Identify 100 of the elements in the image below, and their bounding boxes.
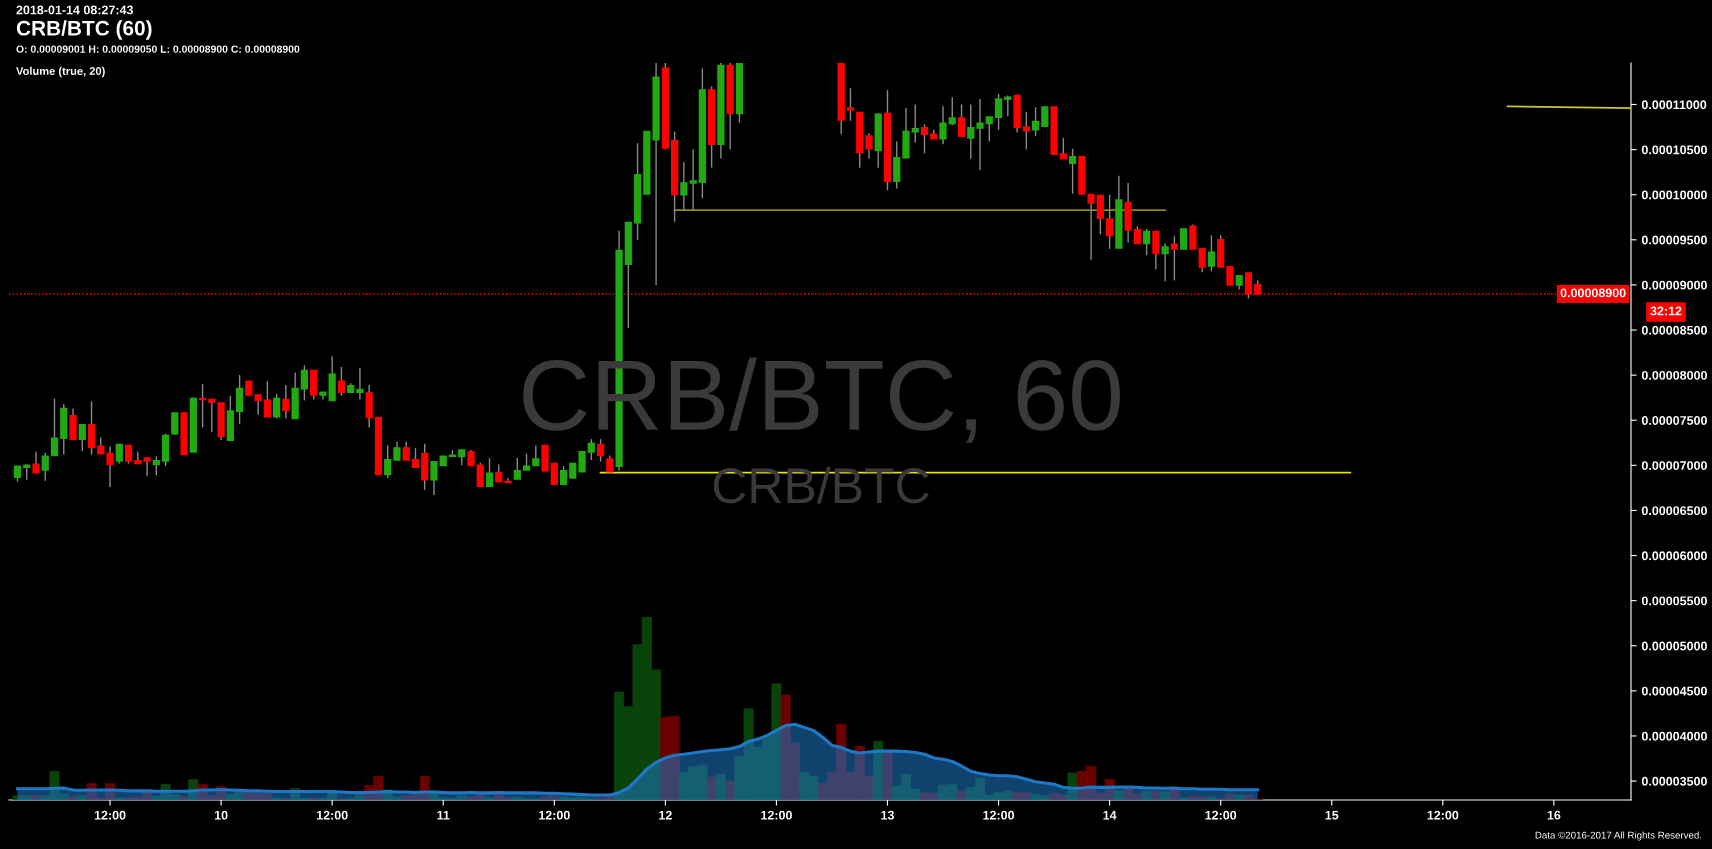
y-tick-label: 0.00005000 [1641,641,1707,651]
candlestick [41,452,49,482]
annotation: Volume (true, 20) [16,66,105,78]
candlestick [689,148,697,212]
text: Data ©2016-2017 All Rights Reserved. [1535,831,1702,841]
candlestick [152,455,160,476]
candlestick [1189,223,1197,250]
candlestick [504,477,512,484]
candlestick [254,394,262,416]
y-tick-label: 0.00006500 [1641,506,1707,516]
candlestick [50,397,59,457]
x-tick-label: 12:00 [761,810,792,820]
candlestick [985,116,993,143]
candlestick [171,412,179,436]
candlestick [87,400,96,456]
candlestick [393,441,401,461]
candlestick [32,451,40,474]
bar [67,796,79,800]
text: 32:12 [1650,306,1682,316]
y-tick-label: 0.00006000 [1641,551,1707,561]
bar [1160,791,1171,800]
candlestick [208,398,216,433]
candlestick [957,103,966,137]
candlestick [1031,106,1040,137]
candlestick [920,123,929,154]
candlestick [263,380,271,418]
bar [1234,794,1245,800]
candlestick [1143,228,1151,256]
y-tick-label: 0.00009000 [1641,280,1707,290]
y-tick-label: 0.00004000 [1641,731,1707,741]
candlestick [1022,111,1030,151]
candlestick [939,105,947,145]
bar [484,797,495,800]
candlestick [337,366,346,397]
candlestick [948,96,956,126]
candlestick [578,450,586,473]
candlestick [846,87,855,122]
candlestick [485,457,494,487]
candlestick [1096,194,1104,236]
y-tick-label: 0.00011000 [1641,100,1707,110]
annotation: CRB/BTC [713,466,929,504]
candlestick [1170,235,1179,282]
x-tick-label: 10 [214,810,228,820]
candlestick [559,465,568,486]
candlestick [115,443,123,465]
y-tick-label: 0.00010000 [1641,190,1707,200]
candlestick [476,461,484,487]
x-tick-label: 11 [437,810,450,820]
x-tick-label: 12 [659,810,672,820]
candlestick [356,367,364,401]
candlestick [402,441,410,461]
bar [30,795,42,800]
candlestick [282,384,290,420]
y-tick-label: 0.00007000 [1641,461,1707,470]
candlestick [143,457,151,477]
y-tick-label: 0.00008500 [1641,325,1707,335]
chart-subtitle: O: 0.00009001 H: 0.00009050 L: 0.00008900 C: 0.00008900 [16,45,300,53]
bar [1113,790,1124,800]
x-tick-label: 12:00 [983,810,1015,820]
candlestick [236,374,244,425]
y-tick-label: 0.00007500 [1641,416,1707,425]
bar [1206,796,1217,800]
candlestick [893,140,901,190]
candlestick [300,364,309,402]
candlestick [273,393,281,420]
candlestick [1059,137,1067,160]
y-tick-label: 0.00005500 [1641,596,1707,606]
chart-title: CRB/BTC (60) [16,20,152,40]
candlestick [967,103,975,160]
x-tick-label: 12:00 [1427,810,1459,820]
candlestick [1106,194,1114,250]
candlestick [911,103,919,144]
candlestick [1226,266,1234,286]
y-tick-label: 0.00009500 [1641,235,1707,245]
candlestick [430,460,438,496]
candlestick [1161,242,1169,282]
x-tick-label: 14 [1103,810,1117,820]
bar [882,752,893,800]
candlestick [1152,230,1160,271]
x-tick-label: 12:00 [94,810,126,820]
bar [179,796,190,800]
ref-line-label: 0.00008900 [1560,288,1626,298]
bar [114,797,125,800]
y-tick-label: 0.00010500 [1641,145,1707,155]
bar [1141,790,1152,800]
bar [706,776,717,800]
x-tick-label: 16 [1547,810,1561,820]
bar [1178,797,1189,800]
candlestick [1207,234,1216,273]
candlestick [1180,228,1188,250]
x-tick-label: 12:00 [316,810,348,820]
candlestick [1198,247,1206,273]
candlestick [1087,193,1095,261]
candlestick [513,457,521,480]
candlestick [124,444,133,465]
bar [1150,790,1161,800]
candlestick [78,423,86,452]
candlestick [1068,148,1077,195]
candlestick [1004,94,1012,117]
x-tick-label: 15 [1325,810,1339,820]
